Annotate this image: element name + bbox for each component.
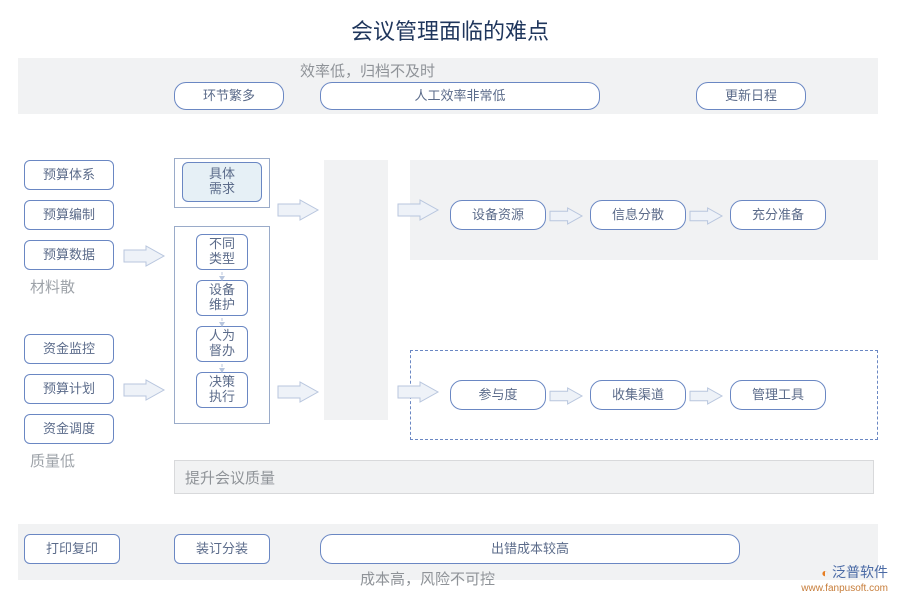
box-r2b: 收集渠道	[590, 380, 686, 410]
box-fund-monitor: 资金监控	[24, 334, 114, 364]
box-v4: 决策执行	[196, 372, 248, 408]
box-r1c: 充分准备	[730, 200, 826, 230]
gray-bar-quality: 提升会议质量	[174, 460, 874, 494]
logo-brand: 泛普软件	[832, 564, 888, 580]
panel-mid-tall	[324, 160, 388, 420]
logo: ◐ 泛普软件 www.fanpusoft.com	[801, 565, 888, 594]
box-v2: 设备维护	[196, 280, 248, 316]
box-specific-needs: 具体需求	[182, 162, 262, 202]
box-budget-plan: 预算计划	[24, 374, 114, 404]
left-label-2: 质量低	[30, 450, 75, 471]
left-label-1: 材料散	[30, 276, 75, 297]
box-top-b: 人工效率非常低	[320, 82, 600, 110]
box-fund-dispatch: 资金调度	[24, 414, 114, 444]
box-v1: 不同类型	[196, 234, 248, 270]
box-r1b: 信息分散	[590, 200, 686, 230]
bottom-header-label: 成本高，风险不可控	[360, 568, 495, 589]
box-budget-system: 预算体系	[24, 160, 114, 190]
top-header-label: 效率低，归档不及时	[300, 60, 435, 81]
logo-url: www.fanpusoft.com	[801, 583, 888, 594]
box-r2c: 管理工具	[730, 380, 826, 410]
box-budget-data: 预算数据	[24, 240, 114, 270]
box-bottom-b: 装订分装	[174, 534, 270, 564]
box-top-a: 环节繁多	[174, 82, 284, 110]
box-r1a: 设备资源	[450, 200, 546, 230]
box-budget-compile: 预算编制	[24, 200, 114, 230]
diagram-canvas: 效率低，归档不及时 环节繁多 人工效率非常低 更新日程 预算体系 预算编制 预算…	[0, 0, 900, 600]
box-bottom-c: 出错成本较高	[320, 534, 740, 564]
box-r2a: 参与度	[450, 380, 546, 410]
box-top-c: 更新日程	[696, 82, 806, 110]
box-v3: 人为督办	[196, 326, 248, 362]
box-bottom-a: 打印复印	[24, 534, 120, 564]
